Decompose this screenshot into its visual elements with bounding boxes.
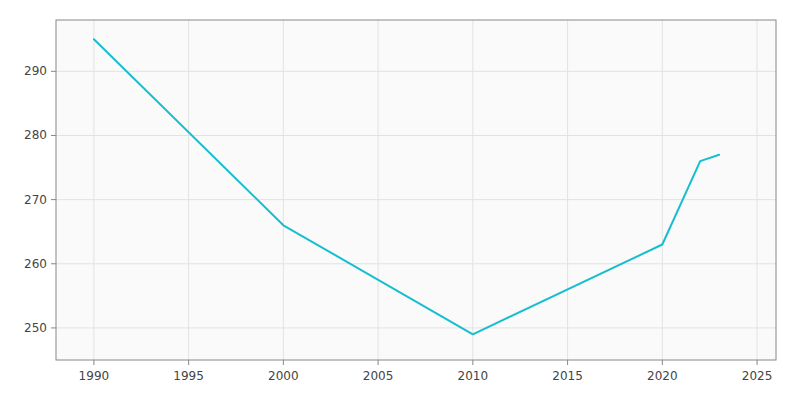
x-tick-label: 1995 — [173, 369, 204, 383]
x-tick — [662, 360, 663, 365]
y-tick-label: 270 — [24, 193, 47, 207]
x-tick — [567, 360, 568, 365]
y-tick — [51, 327, 56, 328]
y-tick-label: 250 — [24, 321, 47, 335]
x-tick — [188, 360, 189, 365]
chart-container: 1990 1995 2000 2005 2010 2015 2020 2025 250 260 27… — [0, 0, 800, 400]
plot-background — [56, 20, 776, 360]
x-tick-label: 1990 — [79, 369, 110, 383]
y-tick-label: 290 — [24, 64, 47, 78]
x-tick — [93, 360, 94, 365]
data-line — [94, 39, 719, 334]
y-tick — [51, 199, 56, 200]
y-tick — [51, 263, 56, 264]
y-tick-label: 280 — [24, 128, 47, 142]
x-tick — [757, 360, 758, 365]
y-grid-line — [56, 327, 776, 328]
x-tick-label: 2010 — [458, 369, 489, 383]
grid — [56, 20, 776, 360]
x-tick-label: 2005 — [363, 369, 394, 383]
x-tick — [378, 360, 379, 365]
y-grid-line — [56, 135, 776, 136]
x-tick — [472, 360, 473, 365]
plot-area — [94, 39, 719, 334]
y-tick-label: 260 — [24, 257, 47, 271]
y-grid-line — [56, 263, 776, 264]
x-tick-label: 2015 — [552, 369, 583, 383]
plot-frame — [56, 20, 776, 360]
x-tick-label: 2000 — [268, 369, 299, 383]
x-tick-label: 2020 — [647, 369, 678, 383]
y-grid-line — [56, 199, 776, 200]
y-grid-line — [56, 71, 776, 72]
chart-svg: 1990 1995 2000 2005 2010 2015 2020 2025 250 260 27… — [0, 0, 800, 400]
x-tick — [283, 360, 284, 365]
y-tick — [51, 135, 56, 136]
x-tick-label: 2025 — [742, 369, 773, 383]
y-tick — [51, 71, 56, 72]
axes: 1990 1995 2000 2005 2010 2015 2020 2025 250 260 27… — [24, 64, 772, 383]
